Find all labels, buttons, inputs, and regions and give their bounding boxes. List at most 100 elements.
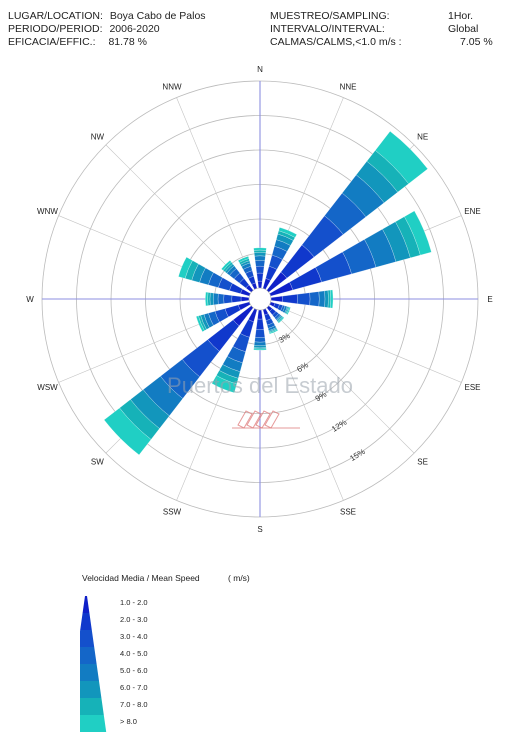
legend-row-7: 7.0 - 8.0 [120,700,148,709]
sampling-row: MUESTREO/SAMPLING: 1Hor. [270,10,506,23]
petal-e-class-6 [324,290,329,308]
petal-e-class-5 [318,290,326,308]
legend-swatch-6 [80,681,102,698]
petal-n-class-5 [254,255,266,261]
direction-label-nne: NNE [340,83,357,92]
watermark: Puertos del Estado [167,373,353,398]
direction-label-w: W [26,295,34,304]
legend-unit: ( m/s) [228,573,250,583]
watermark-logo-stroke [264,410,280,429]
legend-row-5: 5.0 - 6.0 [120,666,148,675]
direction-label-n: N [257,65,263,74]
petal-ene-class-8 [404,210,432,256]
petal-ese-class-8 [286,306,291,315]
direction-label-wsw: WSW [37,383,58,392]
legend-swatches [80,596,107,732]
petal-sse-class-8 [269,329,279,335]
calm-circle [248,287,272,311]
petal-e-class-1 [270,296,283,302]
legend-title: Velocidad Media / Mean Speed ( m/s) [82,573,250,583]
legend-row-8: > 8.0 [120,717,137,726]
calms-value: 7.05 % [460,36,493,48]
petal-n-class-4 [255,260,265,267]
legend-swatch-5 [80,664,99,681]
location-label: LUGAR/LOCATION: [8,10,103,22]
petal-s-class-1 [257,309,263,320]
period-value: 2006-2020 [109,23,160,35]
petal-wnw-class-8 [178,256,193,279]
direction-label-sw: SW [91,458,104,467]
direction-label-ne: NE [417,132,428,141]
petal-e-class-8 [330,289,334,309]
direction-label-nw: NW [91,132,105,141]
watermark-logo-stroke [237,410,253,429]
period-label: PERIODO/PERIOD: [8,23,103,35]
interval-value: Global [448,23,479,35]
direction-label-ese: ESE [464,383,480,392]
ring-label-4: 12% [330,418,348,434]
watermark-logo-stroke [246,410,262,429]
legend-swatch-7 [80,698,104,715]
petal-n-class-2 [256,272,264,282]
direction-label-wnw: WNW [37,207,58,216]
efficacy-row: EFICACIA/EFFIC.: 81.78 % [8,36,206,49]
petal-e-class-7 [327,289,331,309]
legend-row-3: 3.0 - 4.0 [120,632,148,641]
petal-layer [103,131,432,456]
petal-n-class-6 [254,252,266,257]
period-row: PERIODO/PERIOD: 2006-2020 [8,23,206,36]
petal-nne-class-8 [278,227,297,238]
legend-swatch-1 [82,596,90,613]
header-right: MUESTREO/SAMPLING: 1Hor. INTERVALO/INTER… [270,10,506,49]
direction-labels: N NNE NE ENE E ESE SE SSE S SSW SW WSW W WNW NW NNW [26,65,492,534]
direction-label-se: SE [417,458,428,467]
direction-label-s: S [257,525,262,534]
direction-label-sse: SSE [340,507,356,516]
petal-w-class-5 [213,293,219,305]
petal-wsw-class-8 [195,315,205,332]
direction-label-ene: ENE [464,207,480,216]
spoke-ese [259,298,462,383]
watermark-logo-stroke [255,410,271,429]
interval-label: INTERVALO/INTERVAL: [270,23,385,35]
sampling-value: 1Hor. [448,10,474,22]
ring-label-5: 15% [348,447,366,463]
petal-ssw-class-8 [211,375,237,393]
legend-row-4: 4.0 - 5.0 [120,649,148,658]
petal-n-class-8 [253,247,267,251]
calms-row: CALMAS/CALMS,<1.0 m/s : 7.05 % [270,36,506,49]
location-value: Boya Cabo de Palos [109,10,206,22]
header-left: LUGAR/LOCATION: Boya Cabo de Palos PERIO… [8,10,206,49]
petal-ne-class-8 [375,131,428,184]
direction-label-ssw: SSW [163,507,182,516]
legend-swatch-8 [80,715,107,732]
interval-row: INTERVALO/INTERVAL: Global [270,23,506,36]
petal-n-class-1 [257,280,263,289]
petal-w-class-6 [209,292,214,306]
location-row: LUGAR/LOCATION: Boya Cabo de Palos [8,10,206,23]
petal-s-class-6 [253,345,267,349]
petal-e-class-3 [297,292,311,306]
petal-sw-class-8 [103,407,152,456]
petal-n-class-3 [255,266,265,274]
legend-swatch-2 [80,613,92,630]
petal-e-class-4 [309,291,320,307]
efficacy-value: 81.78 % [108,36,147,48]
petal-nnw-class-8 [237,256,250,263]
petal-w-class-4 [217,293,225,305]
petal-s-class-8 [253,348,267,351]
legend-row-2: 2.0 - 3.0 [120,615,148,624]
direction-label-nnw: NNW [162,83,182,92]
legend-row-6: 6.0 - 7.0 [120,683,148,692]
calms-label: CALMAS/CALMS,<1.0 m/s : [270,36,402,48]
petal-w-class-3 [223,294,233,304]
petal-nw-class-8 [221,260,232,271]
petal-s-class-4 [254,337,266,343]
petal-s-class-3 [255,329,265,338]
petal-w-class-2 [231,295,242,303]
petal-se-class-8 [277,316,285,324]
legend-swatch-4 [80,647,97,664]
petal-w-class-1 [240,296,250,302]
watermark-logo [232,410,300,429]
